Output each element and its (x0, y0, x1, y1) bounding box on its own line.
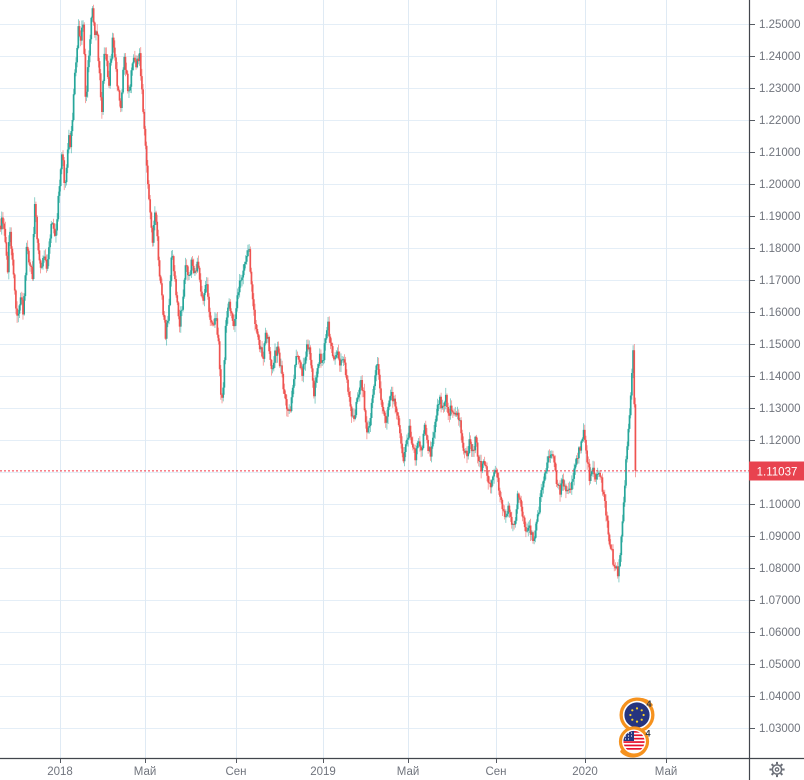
usd-flag-icon (618, 726, 650, 758)
price-tick-label: 1.17000 (759, 275, 801, 287)
broker-pair-logo: 4 4 (618, 697, 655, 758)
last-price-label: 1.11037 (749, 461, 804, 481)
price-tick-label: 1.12000 (759, 435, 801, 447)
price-tick-label: 1.22000 (759, 115, 801, 127)
price-tick-label: 1.07000 (759, 595, 801, 607)
price-tick-label: 1.09000 (759, 531, 801, 543)
time-tick-label: Май (655, 766, 678, 778)
price-tick-label: 1.13000 (759, 403, 801, 415)
price-tick-label: 1.15000 (759, 339, 801, 351)
logo-superscript-bottom: 4 (646, 729, 651, 739)
logo-superscript-top: 4 (647, 699, 652, 709)
time-tick-label: Май (134, 766, 157, 778)
price-tick-label: 1.21000 (759, 147, 801, 159)
price-tick-label: 1.06000 (759, 627, 801, 639)
time-tick-label: Май (397, 766, 420, 778)
time-tick-label: Сен (225, 766, 246, 778)
price-tick-label: 1.05000 (759, 659, 801, 671)
price-tick-label: 1.08000 (759, 563, 801, 575)
price-tick-label: 1.19000 (759, 211, 801, 223)
price-tick-label: 1.18000 (759, 243, 801, 255)
gear-icon[interactable] (769, 761, 785, 778)
time-tick-label: Сен (485, 766, 506, 778)
candlesticks (0, 4, 637, 583)
price-tick-label: 1.04000 (759, 691, 801, 703)
last-price-label-text: 1.11037 (757, 467, 798, 479)
time-tick-label: 2019 (310, 766, 336, 778)
gridlines (0, 0, 749, 758)
price-tick-label: 1.24000 (759, 51, 801, 63)
price-tick-label: 1.03000 (759, 723, 801, 735)
time-axis[interactable]: 2018 Май Сен 2019 Май Сен 2020 Май (47, 759, 677, 778)
price-tick-label: 1.14000 (759, 371, 801, 383)
price-tick-label: 1.23000 (759, 83, 801, 95)
price-tick-label: 1.10000 (759, 499, 801, 511)
price-tick-label: 1.25000 (759, 19, 801, 31)
last-price-label-bg (749, 461, 804, 481)
price-tick-label: 1.20000 (759, 179, 801, 191)
time-tick-label: 2018 (47, 766, 73, 778)
price-tick-label: 1.16000 (759, 307, 801, 319)
time-tick-label: 2020 (572, 766, 598, 778)
